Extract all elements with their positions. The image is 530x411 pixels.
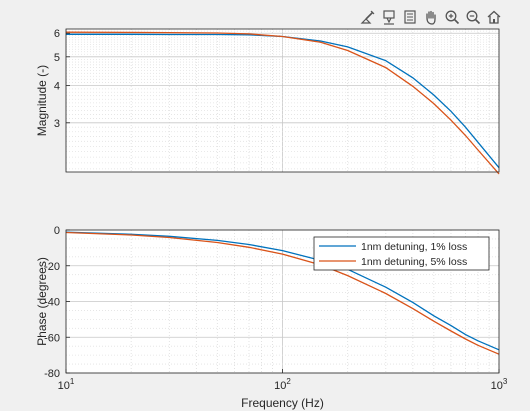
y-tick-label: -40 xyxy=(44,297,60,309)
series-line-2 xyxy=(65,31,500,175)
y-axis-label: Magnitude (-) xyxy=(35,65,49,136)
series-line-1 xyxy=(66,33,500,169)
zoom-out-icon xyxy=(466,10,481,25)
y-tick-label: 3 xyxy=(54,118,60,130)
y-tick-label: -20 xyxy=(44,261,60,273)
y-tick-label: -80 xyxy=(44,368,60,380)
edit-icon xyxy=(404,10,416,24)
y-tick-label: -60 xyxy=(44,332,60,344)
legend: 1nm detuning, 1% loss 1nm detuning, 5% lo… xyxy=(313,236,490,271)
pan-button[interactable] xyxy=(421,7,441,27)
x-tick-label: 102 xyxy=(274,377,291,392)
y-tick-label: 0 xyxy=(54,225,60,237)
edit-button[interactable] xyxy=(400,7,420,27)
axes-toolbar xyxy=(358,7,504,27)
zoom-in-icon xyxy=(445,10,460,25)
home-icon xyxy=(487,10,501,24)
x-tick-label: 103 xyxy=(491,377,508,392)
legend-entry-1: 1nm detuning, 1% loss xyxy=(361,241,467,253)
phase-axes: -80 -60 -40 -20 0 101 102 103 Phase (degrees) Fre… xyxy=(35,225,508,410)
y-tick-label: 6 xyxy=(54,28,60,40)
legend-entry-2: 1nm detuning, 5% loss xyxy=(361,256,467,268)
y-tick-label: 4 xyxy=(54,81,60,93)
magnitude-axes: 3 4 5 6 Magnitude (-) xyxy=(35,28,500,175)
axes-frame xyxy=(65,28,500,173)
datatip-button[interactable] xyxy=(379,7,399,27)
y-axis-label: Phase (degrees) xyxy=(35,257,49,346)
legend-box xyxy=(313,236,490,271)
zoom-in-button[interactable] xyxy=(442,7,462,27)
home-button[interactable] xyxy=(484,7,504,27)
y-tick-label: 5 xyxy=(54,52,60,64)
datatip-icon xyxy=(383,10,395,25)
brush-button[interactable] xyxy=(358,7,378,27)
x-tick-label: 101 xyxy=(58,377,75,392)
pan-icon xyxy=(426,10,436,25)
brush-icon xyxy=(360,10,375,24)
series-line-2 xyxy=(65,231,500,355)
zoom-out-button[interactable] xyxy=(463,7,483,27)
x-axis-label: Frequency (Hz) xyxy=(241,396,324,410)
